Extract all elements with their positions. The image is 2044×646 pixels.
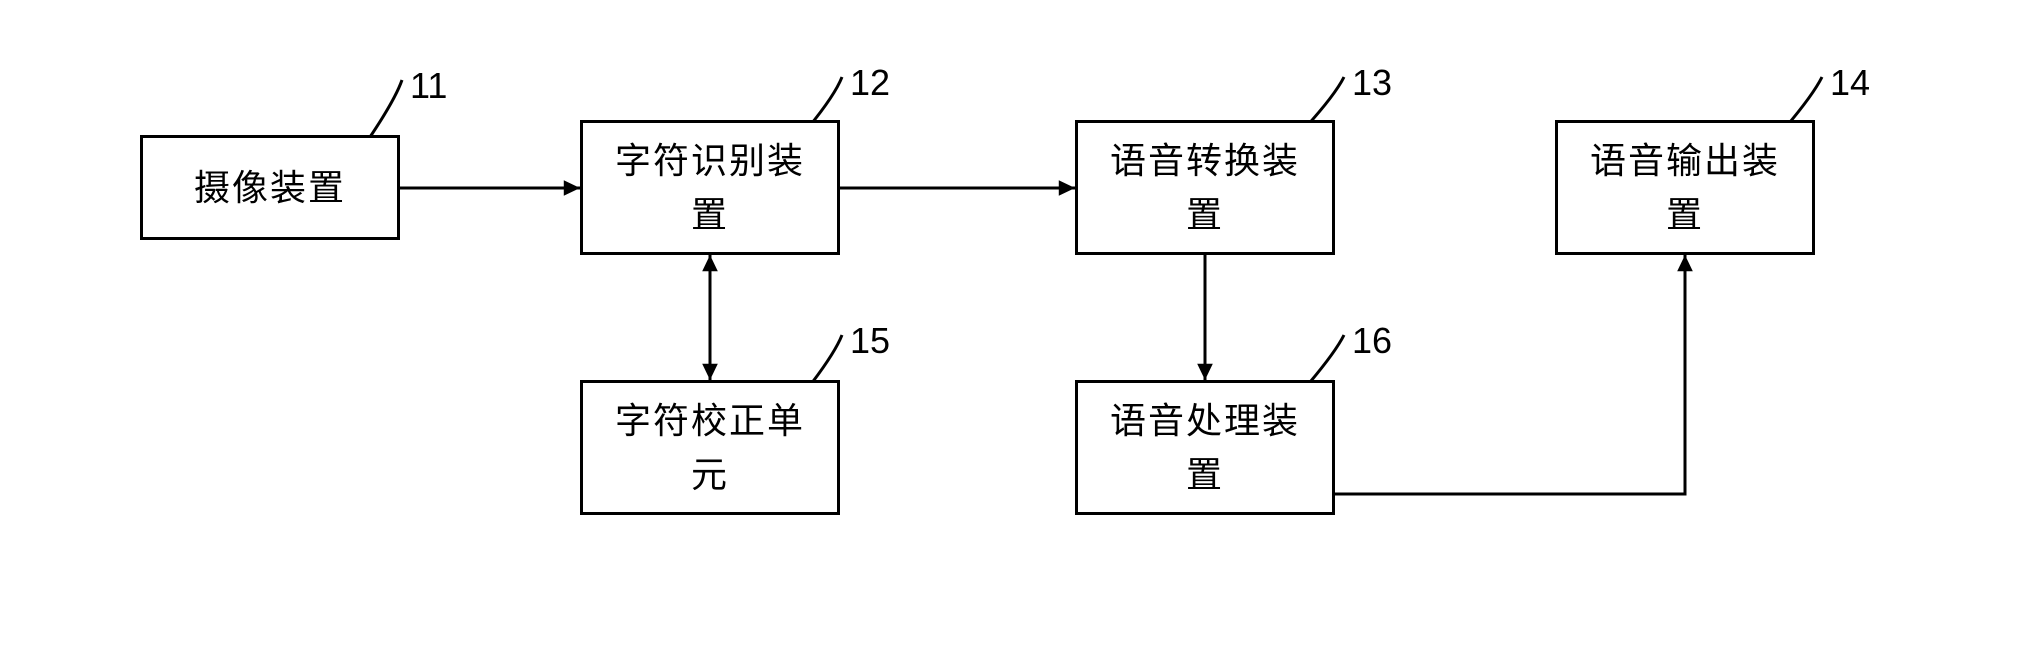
node-label: 字符校正单元 — [601, 394, 819, 502]
node-n11: 摄像装置 — [140, 135, 400, 240]
ref-label-16: 16 — [1352, 320, 1392, 362]
ref-label-11: 11 — [410, 65, 447, 107]
ref-label-13: 13 — [1352, 62, 1392, 104]
ref-label-14: 14 — [1830, 62, 1870, 104]
node-n12: 字符识别装置 — [580, 120, 840, 255]
node-label: 字符识别装置 — [601, 134, 819, 242]
node-n14: 语音输出装置 — [1555, 120, 1815, 255]
ref-label-15: 15 — [850, 320, 890, 362]
flowchart-diagram: 摄像装置 11 字符识别装置 12 语音转换装置 13 语音输出装置 14 字符校正单元 15 语音… — [0, 0, 2044, 646]
node-n15: 字符校正单元 — [580, 380, 840, 515]
node-n16: 语音处理装置 — [1075, 380, 1335, 515]
edges-layer — [0, 0, 2044, 646]
node-label: 语音转换装置 — [1096, 134, 1314, 242]
node-n13: 语音转换装置 — [1075, 120, 1335, 255]
node-label: 摄像装置 — [194, 161, 346, 215]
ref-label-12: 12 — [850, 62, 890, 104]
node-label: 语音处理装置 — [1096, 394, 1314, 502]
node-label: 语音输出装置 — [1576, 134, 1794, 242]
